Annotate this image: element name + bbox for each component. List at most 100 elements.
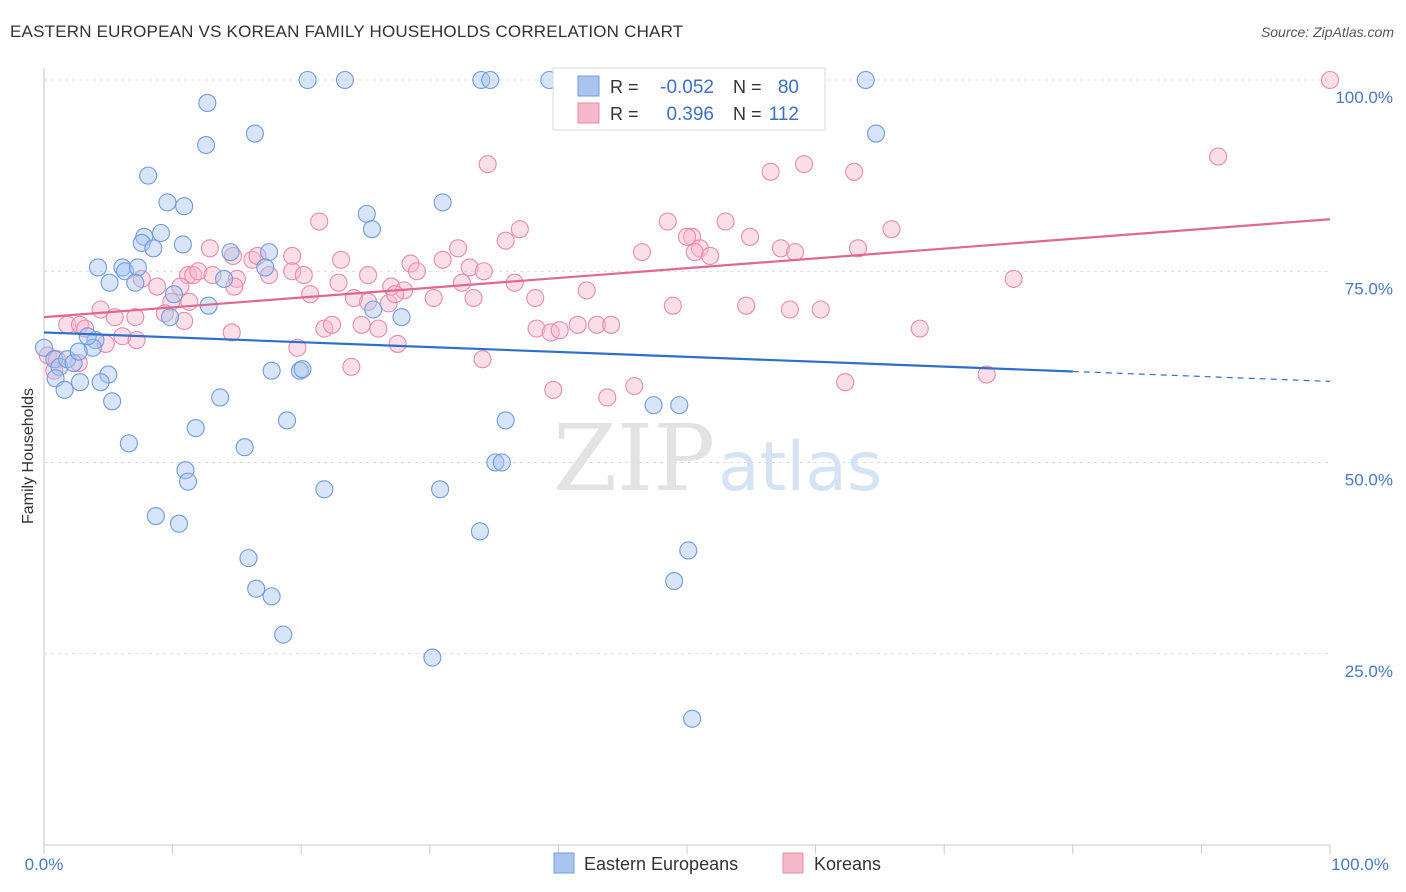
eastern-european-point-6 [198,93,217,112]
korean-point-87 [568,315,587,334]
legend-swatch-pink [577,102,600,124]
korean-point-19 [701,246,720,265]
korean-point-3 [761,162,780,181]
y-axis-label: Family Households [20,388,37,524]
korean-point-67 [1004,269,1023,288]
korean-point-36 [189,262,208,281]
korean-point-53 [148,277,167,296]
korean-point-99 [544,380,563,399]
korean-point-88 [587,315,607,334]
y-tick-labels: 25.0% 50.0% 75.0% 100.0% [1335,88,1393,681]
eastern-european-point-17 [151,223,171,243]
legend-r-label-2: R = [610,104,639,124]
korean-point-14 [882,220,901,239]
eastern-european-point-15 [362,220,381,239]
eastern-european-point-5 [856,70,875,90]
y-tick-label-25: 25.0% [1345,662,1393,681]
legend-swatch-blue [577,75,600,97]
eastern-european-point-61 [235,438,254,457]
korean-point-41 [294,266,313,285]
korean-point-90 [910,319,929,338]
eastern-european-point-18 [132,233,151,252]
korean-point-102 [836,373,855,392]
chart-title: EASTERN EUROPEAN VS KOREAN FAMILY HOUSEH… [10,22,684,41]
series-koreans [38,70,1340,407]
eastern-european-point-43 [69,342,88,361]
korean-point-81 [323,315,342,334]
korean-point-89 [602,315,621,334]
korean-point-70 [126,308,145,327]
korean-point-7 [496,231,515,250]
korean-point-65 [780,300,799,319]
eastern-european-point-58 [496,411,515,430]
eastern-european-point-50 [262,361,281,380]
korean-point-2 [478,155,497,174]
korean-point-101 [625,376,644,396]
korean-point-4 [794,155,814,174]
eastern-european-point-74 [247,579,266,598]
korean-point-82 [352,315,371,334]
korean-point-28 [401,254,420,273]
korean-point-98 [473,350,492,369]
series-eastern-europeans [34,70,886,728]
eastern-european-point-55 [644,396,663,415]
eastern-european-point-38 [50,357,69,376]
eastern-european-point-63 [486,453,505,472]
eastern-european-point-60 [119,434,138,453]
korean-point-9 [658,212,677,231]
eastern-european-point-67 [431,480,450,499]
korean-point-21 [785,243,805,262]
korean-point-5 [845,162,864,181]
korean-point-43 [407,262,426,281]
eastern-european-point-11 [158,193,177,212]
eastern-european-point-20 [173,235,192,254]
legend-n-label-2: N = [733,104,762,124]
eastern-european-point-36 [34,338,54,357]
series-legend-label-koreans: Koreans [814,854,881,874]
eastern-european-point-40 [64,353,83,373]
korean-point-13 [848,239,868,258]
series-legend: Eastern Europeans Koreans [553,852,881,874]
korean-point-37 [203,266,222,285]
korean-point-72 [175,311,194,331]
korean-point-8 [510,220,529,239]
correlation-legend: R = -0.052 N = 80 R = 0.396 N = 112 [552,67,826,131]
y-tick-label-50: 50.0% [1345,471,1393,490]
eastern-european-point-57 [278,411,297,430]
korean-point-18 [685,243,704,262]
legend-n-value-2: 112 [769,104,799,125]
korean-point-50 [180,292,199,311]
korean-point-64 [737,296,756,315]
eastern-european-point-49 [55,380,74,399]
eastern-european-point-64 [492,453,511,472]
eastern-european-point-47 [70,373,90,392]
legend-n-label-1: N = [733,77,762,97]
eastern-european-point-42 [83,338,102,357]
korean-point-12 [740,227,760,246]
eastern-european-point-76 [274,625,293,644]
eastern-european-point-70 [470,522,490,541]
eastern-european-point-73 [665,572,684,591]
chart-source: Source: ZipAtlas.com [1260,24,1394,40]
eastern-european-point-10 [139,166,158,185]
x-tick-label-max: 100.0% [1331,855,1389,874]
eastern-european-point-3 [481,70,500,90]
eastern-european-point-54 [211,388,230,407]
eastern-european-point-77 [423,648,442,667]
legend-r-value-1: -0.052 [660,77,714,98]
trend-line-koreans [43,218,1331,319]
eastern-european-point-12 [175,197,194,216]
series-legend-swatch-koreans [782,852,804,874]
eastern-european-point-9 [866,124,886,143]
eastern-european-point-52 [293,360,312,379]
korean-point-86 [550,321,569,340]
eastern-european-point-28 [214,269,234,288]
korean-point-84 [527,319,546,338]
korean-point-83 [369,319,388,338]
korean-point-30 [449,239,468,258]
korean-point-78 [127,331,146,350]
korean-point-59 [424,288,443,308]
eastern-european-point-29 [126,273,145,292]
eastern-european-point-46 [91,373,110,392]
